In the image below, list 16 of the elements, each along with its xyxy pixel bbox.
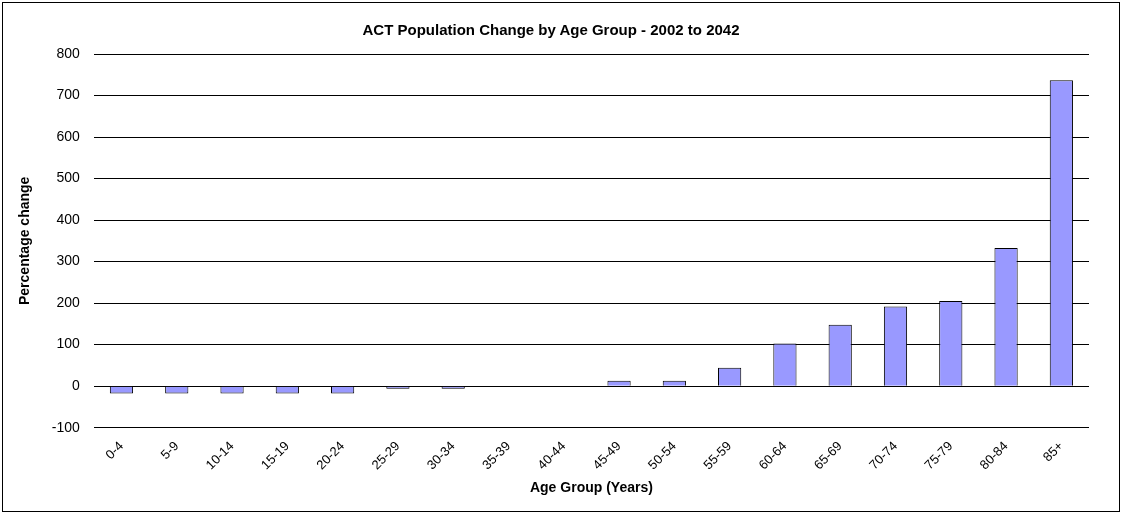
y-tick-label: 300 (56, 252, 81, 269)
y-tick-label: 600 (56, 127, 81, 144)
y-tick-label: 0 (72, 377, 81, 393)
y-tick-label: 400 (56, 210, 81, 227)
x-axis-title: Age Group (Years) (529, 479, 653, 496)
y-tick-label: 500 (56, 169, 81, 186)
y-tick-label: 700 (56, 86, 81, 103)
y-axis-title: Percentage change (16, 176, 33, 306)
chart-title: ACT Population Change by Age Group - 2002 to 2042 (362, 21, 740, 39)
y-tick-label: 800 (56, 44, 81, 61)
x-tick-label: 0-4 (102, 438, 127, 463)
x-tick-label: 5-9 (157, 438, 182, 463)
y-tick-label: 100 (56, 335, 81, 352)
y-tick-label: 200 (56, 293, 81, 310)
y-tick-label: -100 (51, 418, 81, 435)
x-tick-label: 85+ (1039, 438, 1067, 465)
